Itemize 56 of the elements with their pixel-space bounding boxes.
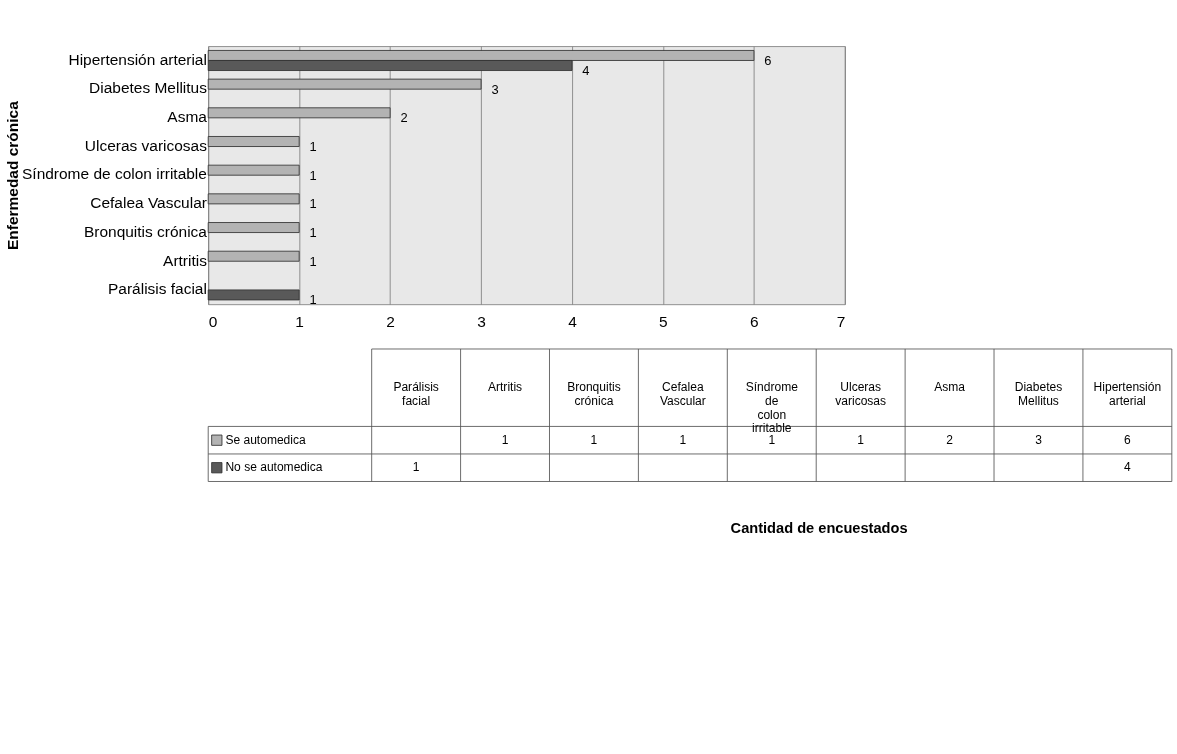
category-label: Artritis: [488, 380, 523, 395]
bar: [207, 222, 300, 233]
x-tick-label: 5: [659, 313, 668, 331]
y-tick-label: Artritis: [163, 251, 208, 269]
data-label: 1: [309, 167, 317, 183]
x-tick-label: 6: [750, 313, 759, 331]
category-label: Ulceras varicosas: [835, 380, 887, 408]
x-tick-label: 3: [477, 313, 486, 331]
data-label: 1: [679, 432, 687, 447]
category-label: Asma: [934, 380, 966, 395]
x-tick-label: 7: [836, 313, 846, 331]
legend-label: No se automedica: [225, 460, 323, 475]
bar: [207, 136, 300, 147]
data-label: 1: [309, 292, 317, 308]
bar: [207, 193, 300, 205]
data-label: 1: [309, 253, 317, 269]
x-tick-label: 0: [208, 313, 218, 331]
text: Cantidad de encuestados: [730, 520, 908, 537]
data-label: 1: [309, 225, 317, 240]
legend-label: Se automedica: [225, 432, 306, 447]
data-label: 2: [400, 110, 408, 126]
data-label: 6: [1124, 432, 1132, 447]
data-label: 4: [1124, 460, 1132, 475]
y-tick-label: Asma: [167, 108, 208, 126]
data-label: 1: [309, 138, 317, 154]
data-label: 1: [857, 432, 865, 447]
category-label: Cefalea Vascular: [659, 380, 706, 408]
category-label: Parálisis facial: [393, 380, 439, 408]
data-label: 6: [764, 52, 772, 68]
bar: [207, 78, 482, 90]
category-label: Bronquitis crónica: [567, 380, 621, 408]
y-tick-label: Parálisis facial: [108, 280, 207, 298]
x-tick-label: 2: [386, 313, 395, 331]
data-label: 1: [309, 196, 317, 212]
data-label: 2: [946, 432, 954, 447]
data-label: 1: [501, 432, 509, 447]
category-label: Diabetes Mellitus: [1014, 380, 1063, 408]
x-tick-label: 4: [568, 313, 578, 331]
data-label: 3: [1035, 432, 1043, 447]
x-tick-label: 1: [295, 313, 304, 331]
data-label: 1: [590, 432, 598, 447]
y-tick-label: Bronquitis crónica: [83, 222, 208, 240]
y-tick-label: Ulceras varicosas: [84, 136, 208, 154]
data-label: 4: [582, 62, 590, 78]
data-label: 3: [491, 81, 499, 97]
y-axis-title: Enfermedad crónica: [3, 100, 21, 250]
bar: [207, 164, 300, 176]
y-tick-label: Hipertensión arterial: [68, 50, 207, 68]
data-label: 1: [412, 460, 420, 475]
bar: [207, 250, 300, 262]
bar: [207, 107, 391, 119]
bar: [207, 289, 300, 301]
y-tick-label: Síndrome de colon irritable: [22, 165, 207, 183]
y-tick-label: Cefalea Vascular: [90, 194, 207, 212]
y-tick-label: Diabetes Mellitus: [89, 79, 208, 97]
category-label: Hipertensión arterial: [1093, 380, 1162, 408]
